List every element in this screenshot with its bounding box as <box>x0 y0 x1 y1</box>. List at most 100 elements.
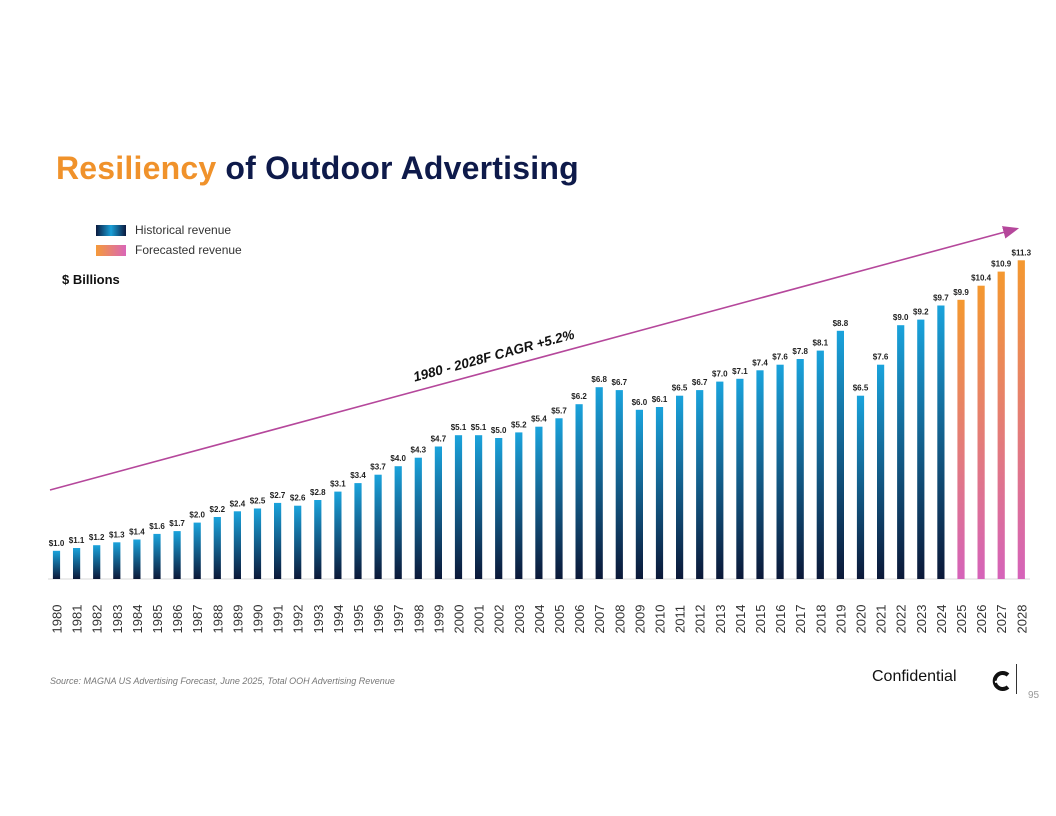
data-label-2004: $5.4 <box>531 415 547 424</box>
bar-1981 <box>73 548 81 579</box>
data-label-2016: $7.6 <box>772 353 788 362</box>
bar-2016 <box>776 364 784 579</box>
x-tick-2015: 2015 <box>753 605 768 634</box>
data-label-2024: $9.7 <box>933 294 949 303</box>
bar-2013 <box>716 381 724 579</box>
x-tick-2011: 2011 <box>673 605 688 633</box>
x-tick-1996: 1996 <box>371 605 386 634</box>
x-tick-2016: 2016 <box>773 605 788 634</box>
bar-2004 <box>535 426 543 579</box>
bar-2017 <box>796 359 804 579</box>
x-tick-2020: 2020 <box>854 605 869 634</box>
page-title: Resiliency of Outdoor Advertising <box>56 150 579 187</box>
data-label-1989: $2.4 <box>230 499 246 508</box>
company-logo-icon <box>992 671 1010 691</box>
x-tick-1983: 1983 <box>110 605 125 634</box>
x-tick-2005: 2005 <box>552 605 567 634</box>
bar-2025 <box>957 299 965 579</box>
data-label-2011: $6.5 <box>672 384 688 393</box>
x-tick-2006: 2006 <box>572 605 587 634</box>
x-tick-1998: 1998 <box>411 605 426 634</box>
bar-2002 <box>495 438 503 579</box>
x-tick-1997: 1997 <box>391 605 406 634</box>
bar-2009 <box>635 409 643 579</box>
data-label-2022: $9.0 <box>893 313 909 322</box>
source-note: Source: MAGNA US Advertising Forecast, J… <box>50 676 395 686</box>
x-tick-1992: 1992 <box>291 605 306 634</box>
data-label-1994: $3.1 <box>330 480 346 489</box>
bar-2001 <box>475 435 483 579</box>
data-label-1993: $2.8 <box>310 488 326 497</box>
bar-2020 <box>856 395 865 579</box>
bar-2028 <box>1017 260 1025 579</box>
x-tick-2023: 2023 <box>914 605 929 634</box>
x-tick-2028: 2028 <box>1014 605 1029 634</box>
bar-1989 <box>233 511 241 579</box>
x-tick-2018: 2018 <box>813 605 828 634</box>
data-label-1990: $2.5 <box>250 497 266 506</box>
x-tick-2024: 2024 <box>934 605 949 634</box>
data-label-2005: $5.7 <box>551 406 567 415</box>
x-tick-1986: 1986 <box>170 605 185 634</box>
bar-1985 <box>153 533 161 579</box>
legend-item-historical: Historical revenue <box>96 220 242 240</box>
bar-1990 <box>253 508 262 579</box>
bar-1996 <box>374 474 382 579</box>
data-label-2021: $7.6 <box>873 353 889 362</box>
data-label-1982: $1.2 <box>89 533 105 542</box>
title-rest: of Outdoor Advertising <box>216 150 579 186</box>
data-label-1981: $1.1 <box>69 536 85 545</box>
confidential-label: Confidential <box>872 668 957 685</box>
x-tick-2019: 2019 <box>833 605 848 634</box>
x-tick-2017: 2017 <box>793 605 808 634</box>
bar-1995 <box>354 483 362 579</box>
data-label-1985: $1.6 <box>149 522 165 531</box>
data-label-2015: $7.4 <box>752 358 768 367</box>
x-tick-2014: 2014 <box>733 605 748 634</box>
x-tick-1995: 1995 <box>351 605 366 634</box>
bar-2000 <box>454 435 463 579</box>
data-label-1995: $3.4 <box>350 471 366 480</box>
bar-2027 <box>997 271 1005 579</box>
data-label-1991: $2.7 <box>270 491 286 500</box>
data-label-2017: $7.8 <box>792 347 808 356</box>
data-label-2007: $6.8 <box>591 375 607 384</box>
x-tick-2008: 2008 <box>612 605 627 634</box>
x-tick-2000: 2000 <box>452 605 467 634</box>
data-label-1987: $2.0 <box>189 511 205 520</box>
bar-2023 <box>917 319 925 579</box>
data-label-1983: $1.3 <box>109 530 125 539</box>
x-tick-2013: 2013 <box>713 605 728 634</box>
bar-2011 <box>676 395 684 579</box>
bar-1980 <box>52 550 61 579</box>
bar-1986 <box>173 531 181 579</box>
data-label-2012: $6.7 <box>692 378 708 387</box>
bars-group: $1.0 1980 $1.1 1981 $1.2 1982 $1.3 1983 $1.4 1984… <box>49 248 1032 633</box>
data-label-2008: $6.7 <box>612 378 628 387</box>
bar-1987 <box>193 522 201 579</box>
data-label-1999: $4.7 <box>431 435 447 444</box>
data-label-2019: $8.8 <box>833 319 849 328</box>
bar-1984 <box>133 539 141 579</box>
data-label-1988: $2.2 <box>210 505 226 514</box>
x-tick-1991: 1991 <box>271 605 286 634</box>
data-label-2000: $5.1 <box>451 423 467 432</box>
x-tick-1984: 1984 <box>130 605 145 634</box>
x-tick-2003: 2003 <box>512 605 527 634</box>
data-label-2020: $6.5 <box>853 384 869 393</box>
x-tick-1982: 1982 <box>90 605 105 634</box>
data-label-1996: $3.7 <box>370 463 386 472</box>
data-label-2010: $6.1 <box>652 395 668 404</box>
x-tick-1987: 1987 <box>190 605 205 634</box>
data-label-1980: $1.0 <box>49 539 65 548</box>
bar-1993 <box>314 500 322 579</box>
bar-1982 <box>93 545 101 579</box>
bar-2019 <box>836 330 844 579</box>
x-tick-1981: 1981 <box>70 605 85 634</box>
bar-2010 <box>655 407 664 579</box>
bar-2005 <box>555 418 563 579</box>
x-tick-1985: 1985 <box>150 605 165 634</box>
legend-swatch-historical <box>96 224 126 236</box>
x-tick-2004: 2004 <box>532 605 547 634</box>
x-tick-1999: 1999 <box>431 605 446 634</box>
